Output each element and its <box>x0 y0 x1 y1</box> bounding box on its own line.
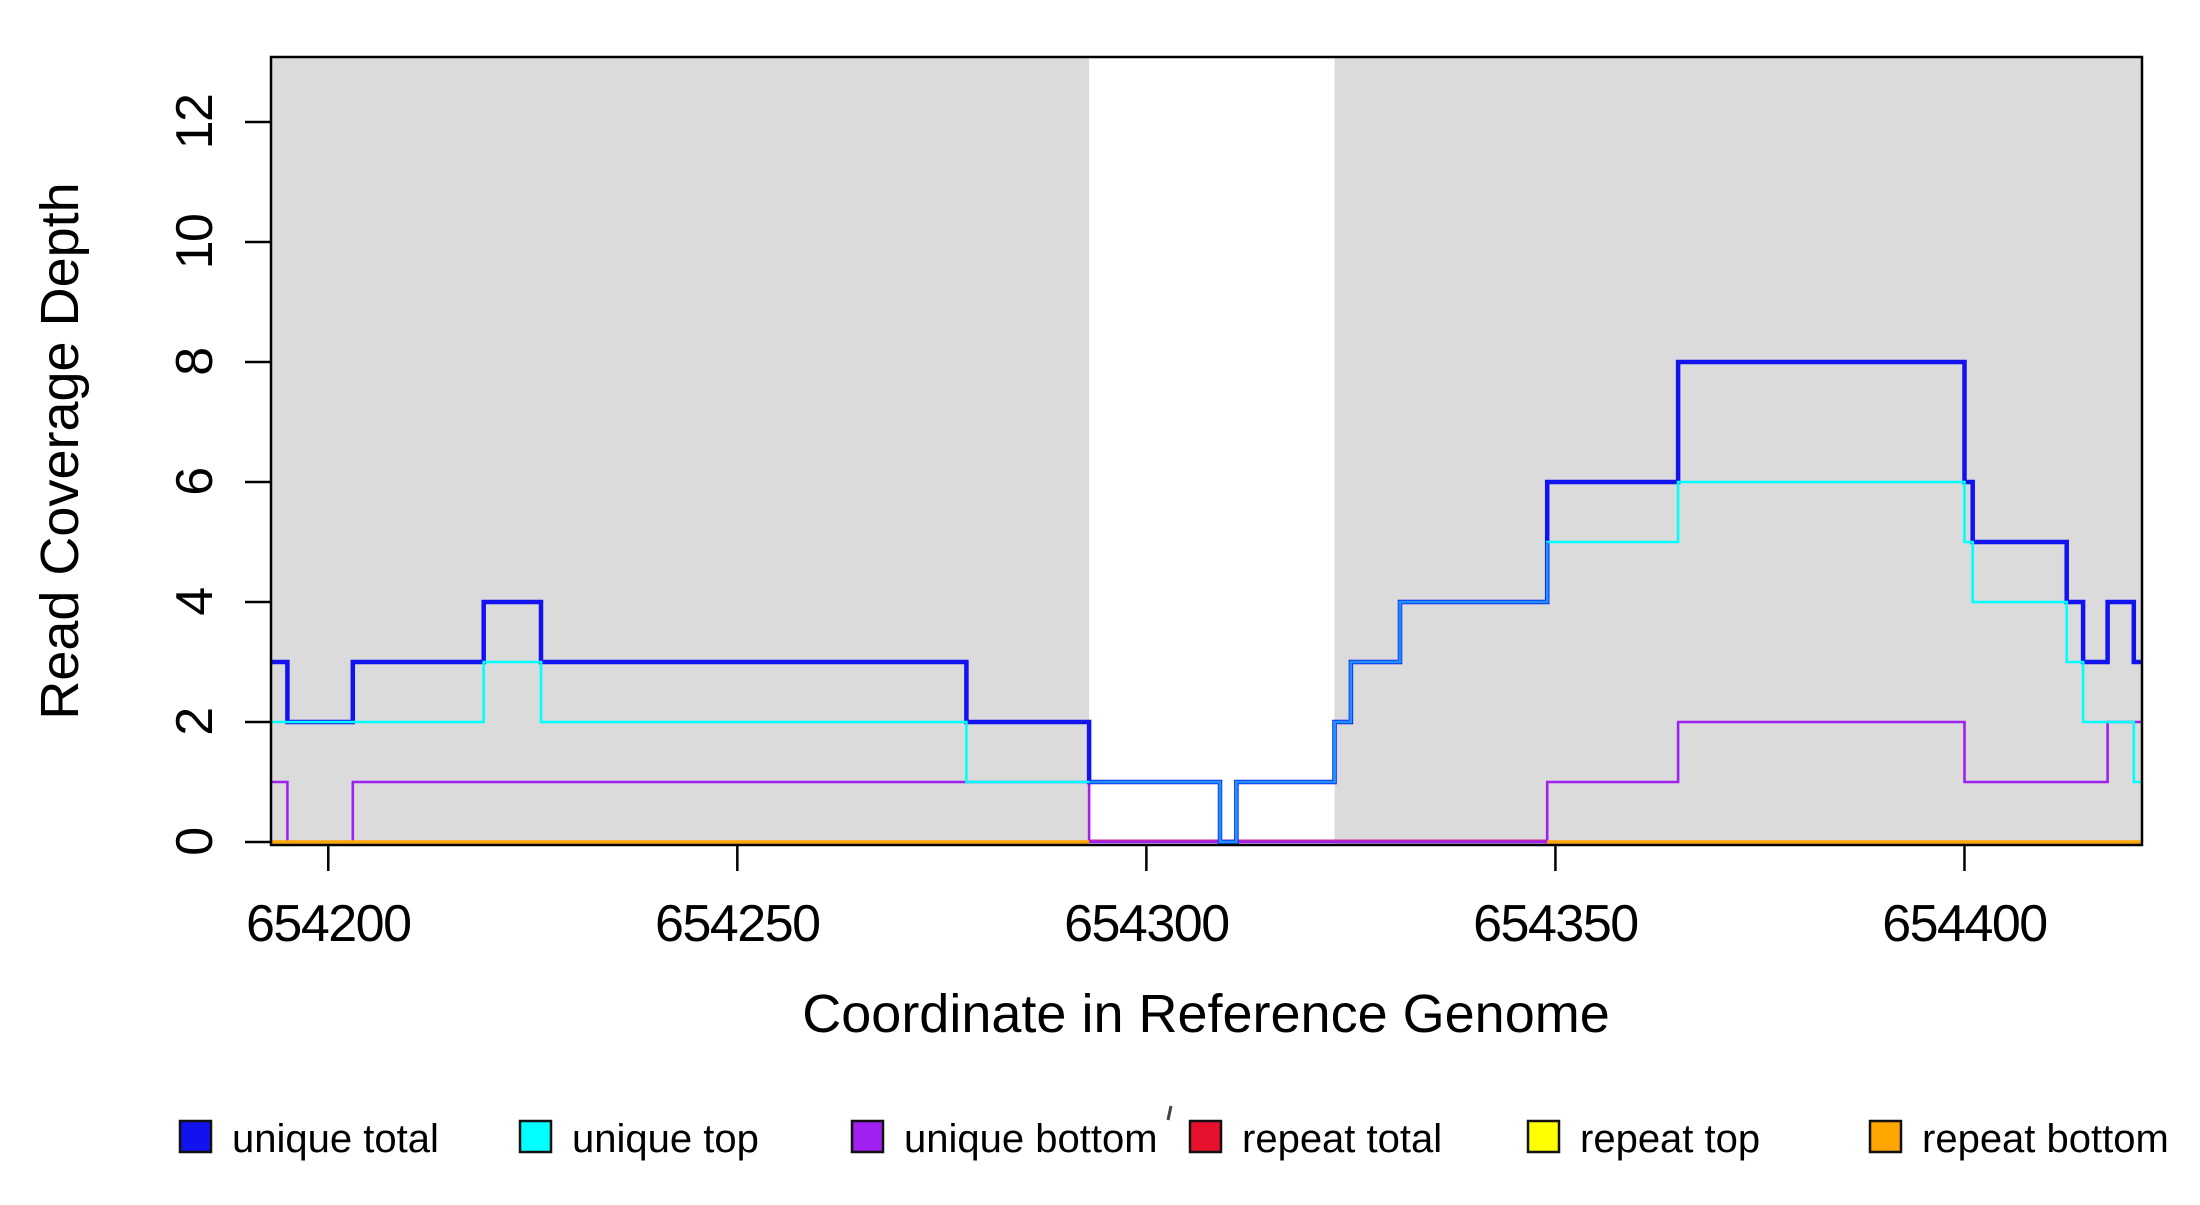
legend-label-repeat-bottom: repeat bottom <box>1922 1117 2169 1161</box>
stray-mark <box>1166 1105 1173 1121</box>
legend-label-repeat-top: repeat top <box>1580 1117 1760 1161</box>
left-gray-region <box>271 58 1090 844</box>
y-axis-title: Read Coverage Depth <box>30 182 90 719</box>
plot-border <box>269 55 2144 847</box>
shaded-regions <box>271 58 2142 844</box>
series-lines <box>271 359 2142 845</box>
legend-label-unique-total: unique total <box>232 1117 439 1161</box>
y-tick-label: 12 <box>166 95 224 150</box>
x-tick-label: 654200 <box>246 895 411 953</box>
x-tick-label: 654400 <box>1882 895 2047 953</box>
y-tick-label: 2 <box>166 708 224 735</box>
legend-label-unique-bottom: unique bottom <box>904 1117 1158 1161</box>
legend-swatch-unique-bottom <box>850 1119 885 1154</box>
x-axis: 654200 654250 654300 654350 654400 <box>246 845 2048 953</box>
legend-label-unique-top: unique top <box>572 1117 759 1161</box>
legend-swatch-unique-total <box>178 1119 213 1154</box>
legend-swatch-repeat-top <box>1526 1119 1561 1154</box>
legend: unique total unique top unique bottom repea… <box>178 1117 2169 1161</box>
y-tick-label: 0 <box>166 828 224 855</box>
x-axis-title: Coordinate in Reference Genome <box>802 984 1609 1044</box>
legend-swatch-repeat-bottom <box>1868 1119 1903 1154</box>
y-tick-label: 6 <box>166 468 224 495</box>
x-tick-label: 654250 <box>655 895 820 953</box>
x-tick-label: 654350 <box>1473 895 1638 953</box>
right-gray-region <box>1334 58 2142 844</box>
y-axis: 0 2 4 6 8 10 12 <box>166 95 271 856</box>
series-overlap-core <box>1089 542 1549 844</box>
legend-label-repeat-total: repeat total <box>1242 1117 1442 1161</box>
y-tick-label: 8 <box>166 348 224 375</box>
legend-swatch-unique-top <box>518 1119 553 1154</box>
legend-swatch-repeat-total <box>1188 1119 1223 1154</box>
x-tick-label: 654300 <box>1064 895 1229 953</box>
y-tick-label: 4 <box>166 588 224 616</box>
y-tick-label: 10 <box>166 215 224 270</box>
